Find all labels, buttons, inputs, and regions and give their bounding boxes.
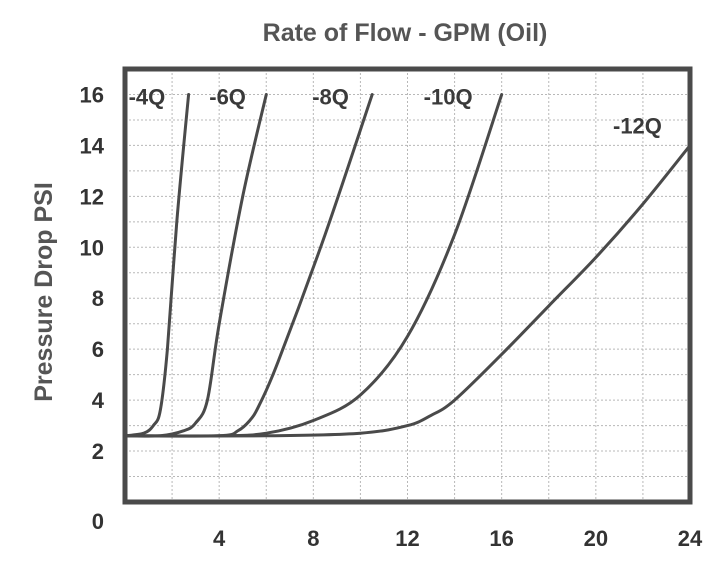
y-tick-label: 6	[92, 337, 104, 362]
series-labels: -4Q -6Q -8Q -10Q -12Q	[129, 84, 662, 138]
y-tick-label: 14	[80, 133, 105, 158]
series-label-6q: -6Q	[209, 84, 246, 109]
series-line-12q	[123, 143, 692, 438]
x-tick-label: 20	[584, 526, 608, 551]
grid	[125, 69, 690, 502]
y-tick-label: 12	[80, 184, 104, 209]
series-line-4q	[123, 93, 191, 438]
series-label-4q: -4Q	[129, 84, 166, 109]
y-tick-label: 16	[80, 82, 104, 107]
plot-frame	[122, 66, 693, 505]
y-tick-label: 8	[92, 286, 104, 311]
series-label-8q: -8Q	[312, 84, 349, 109]
y-tick-label: 0	[92, 509, 104, 534]
x-tick-label: 8	[307, 526, 319, 551]
series-curves	[123, 93, 692, 438]
x-tick-label: 16	[489, 526, 513, 551]
y-tick-label: 4	[92, 388, 105, 413]
y-tick-label: 10	[80, 235, 104, 260]
x-tick-label: 4	[213, 526, 226, 551]
series-label-12q: -12Q	[613, 113, 662, 138]
y-axis-label: Pressure Drop PSI	[30, 182, 58, 402]
x-tick-label: 12	[395, 526, 419, 551]
x-tick-label: 24	[678, 526, 703, 551]
chart-title: Rate of Flow - GPM (Oil)	[263, 19, 548, 47]
series-label-10q: -10Q	[424, 84, 473, 109]
y-tick-label: 2	[92, 439, 104, 464]
